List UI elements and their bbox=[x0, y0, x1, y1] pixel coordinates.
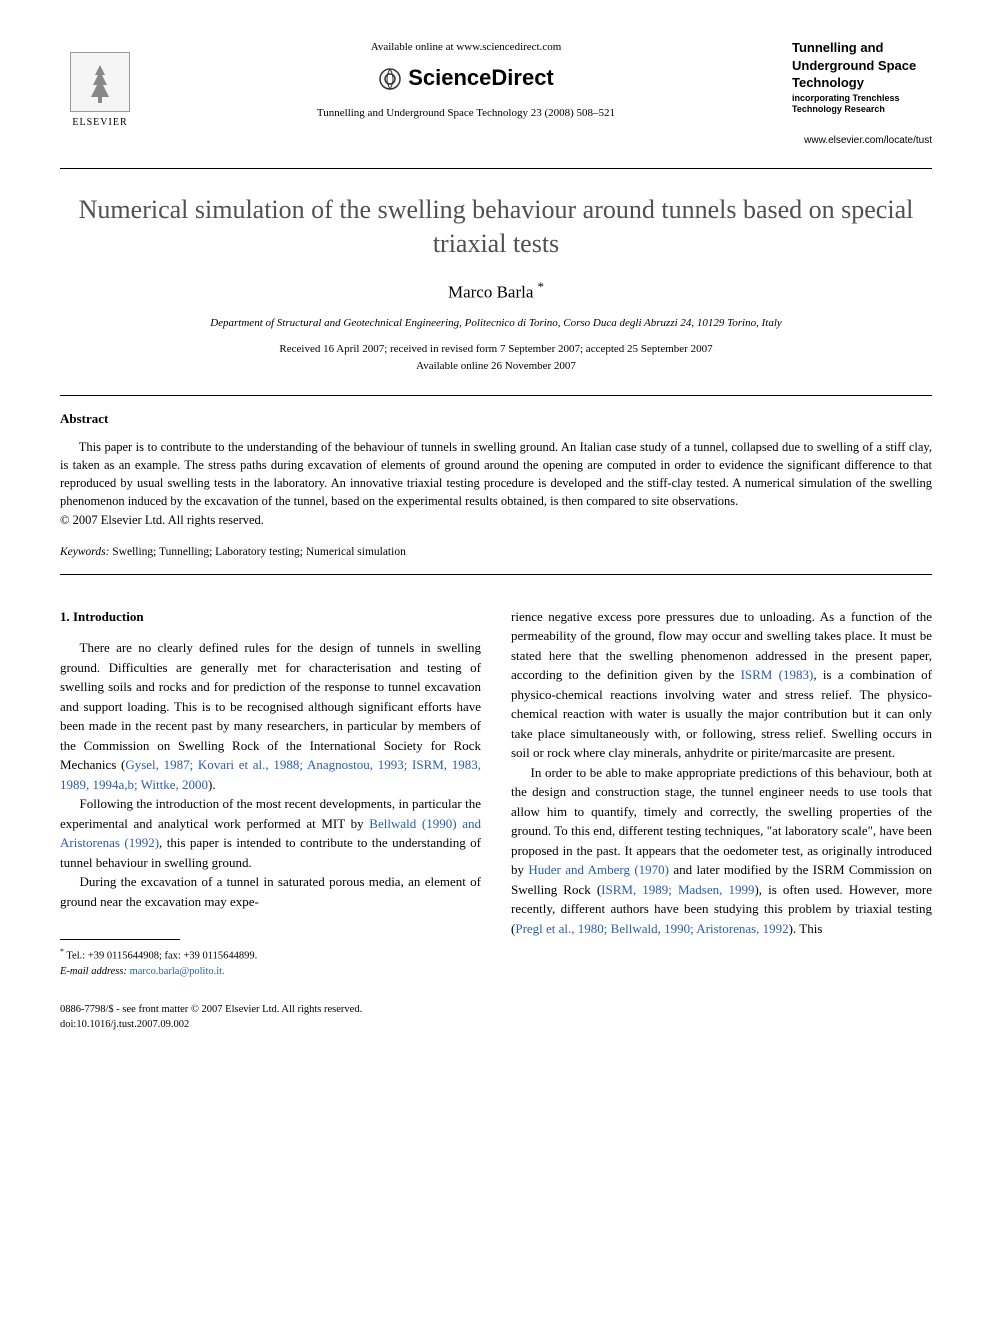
intro-p1-text-a: There are no clearly defined rules for t… bbox=[60, 640, 481, 772]
sciencedirect-logo: ScienceDirect bbox=[160, 63, 772, 94]
author-marker: * bbox=[538, 280, 544, 294]
journal-title-line1: Tunnelling and bbox=[792, 40, 932, 56]
col2-p2-text-d: ). This bbox=[789, 921, 823, 936]
sciencedirect-icon bbox=[378, 67, 402, 91]
intro-para-2: Following the introduction of the most r… bbox=[60, 794, 481, 872]
footnote-email: E-mail address: marco.barla@polito.it. bbox=[60, 965, 481, 980]
journal-url: www.elsevier.com/locate/tust bbox=[792, 134, 932, 148]
sciencedirect-text: ScienceDirect bbox=[408, 63, 554, 94]
intro-p1-text-b: ). bbox=[208, 777, 216, 792]
footnote-email-label: E-mail address: bbox=[60, 966, 127, 977]
keywords-line: Keywords: Swelling; Tunnelling; Laborato… bbox=[60, 544, 932, 560]
footer-doi: doi:10.1016/j.tust.2007.09.002 bbox=[60, 1018, 932, 1033]
keywords-value: Swelling; Tunnelling; Laboratory testing… bbox=[112, 546, 406, 558]
ref-link-huder[interactable]: Huder and Amberg (1970) bbox=[528, 862, 669, 877]
right-column: rience negative excess pore pressures du… bbox=[511, 607, 932, 979]
footnote-block: * Tel.: +39 0115644908; fax: +39 0115644… bbox=[60, 946, 481, 979]
footnote-email-value[interactable]: marco.barla@polito.it. bbox=[130, 966, 225, 977]
left-column: 1. Introduction There are no clearly def… bbox=[60, 607, 481, 979]
journal-box: Tunnelling and Underground Space Technol… bbox=[792, 40, 932, 148]
paper-title: Numerical simulation of the swelling beh… bbox=[60, 193, 932, 261]
publisher-name: ELSEVIER bbox=[72, 116, 127, 130]
intro-para-4: In order to be able to make appropriate … bbox=[511, 763, 932, 939]
keywords-label: Keywords: bbox=[60, 546, 109, 558]
intro-para-3-cont: rience negative excess pore pressures du… bbox=[511, 607, 932, 763]
elsevier-tree-icon bbox=[70, 52, 130, 112]
journal-title-line3: Technology bbox=[792, 75, 932, 91]
abstract-body: This paper is to contribute to the under… bbox=[60, 438, 932, 511]
ref-link-isrm1983[interactable]: ISRM (1983) bbox=[741, 667, 814, 682]
footnote-tel: * Tel.: +39 0115644908; fax: +39 0115644… bbox=[60, 946, 481, 964]
received-dates: Received 16 April 2007; received in revi… bbox=[60, 342, 932, 357]
ref-link-pregl[interactable]: Pregl et al., 1980; Bellwald, 1990; Aris… bbox=[515, 921, 788, 936]
abstract-heading: Abstract bbox=[60, 410, 932, 428]
footnote-tel-label: Tel.: bbox=[66, 951, 87, 962]
paper-page: ELSEVIER Available online at www.science… bbox=[0, 0, 992, 1073]
header-divider bbox=[60, 168, 932, 169]
header-row: ELSEVIER Available online at www.science… bbox=[60, 40, 932, 148]
section-1-heading: 1. Introduction bbox=[60, 607, 481, 627]
journal-sub-line2: Technology Research bbox=[792, 104, 932, 115]
abstract-bottom-divider bbox=[60, 574, 932, 575]
footnote-divider bbox=[60, 939, 180, 940]
body-columns: 1. Introduction There are no clearly def… bbox=[60, 607, 932, 979]
footer-meta: 0886-7798/$ - see front matter © 2007 El… bbox=[60, 1003, 932, 1032]
center-header: Available online at www.sciencedirect.co… bbox=[140, 40, 792, 122]
elsevier-logo: ELSEVIER bbox=[60, 40, 140, 130]
author-name: Marco Barla bbox=[448, 283, 533, 302]
available-online-text: Available online at www.sciencedirect.co… bbox=[160, 40, 772, 55]
footnote-marker: * bbox=[60, 947, 64, 956]
footnote-tel-value: +39 0115644908; fax: +39 0115644899. bbox=[88, 951, 257, 962]
abstract-copyright: © 2007 Elsevier Ltd. All rights reserved… bbox=[60, 512, 932, 530]
ref-link-isrm1989[interactable]: ISRM, 1989; Madsen, 1999 bbox=[601, 882, 754, 897]
intro-para-3: During the excavation of a tunnel in sat… bbox=[60, 872, 481, 911]
col2-p2-text-a: In order to be able to make appropriate … bbox=[511, 765, 932, 878]
author-line: Marco Barla * bbox=[60, 279, 932, 304]
journal-title-line2: Underground Space bbox=[792, 58, 932, 74]
affiliation: Department of Structural and Geotechnica… bbox=[60, 316, 932, 331]
abstract-top-divider bbox=[60, 395, 932, 396]
journal-reference: Tunnelling and Underground Space Technol… bbox=[160, 106, 772, 121]
footer-front-matter: 0886-7798/$ - see front matter © 2007 El… bbox=[60, 1003, 932, 1018]
intro-para-1: There are no clearly defined rules for t… bbox=[60, 638, 481, 794]
journal-sub-line1: incorporating Trenchless bbox=[792, 93, 932, 104]
available-online-date: Available online 26 November 2007 bbox=[60, 359, 932, 374]
